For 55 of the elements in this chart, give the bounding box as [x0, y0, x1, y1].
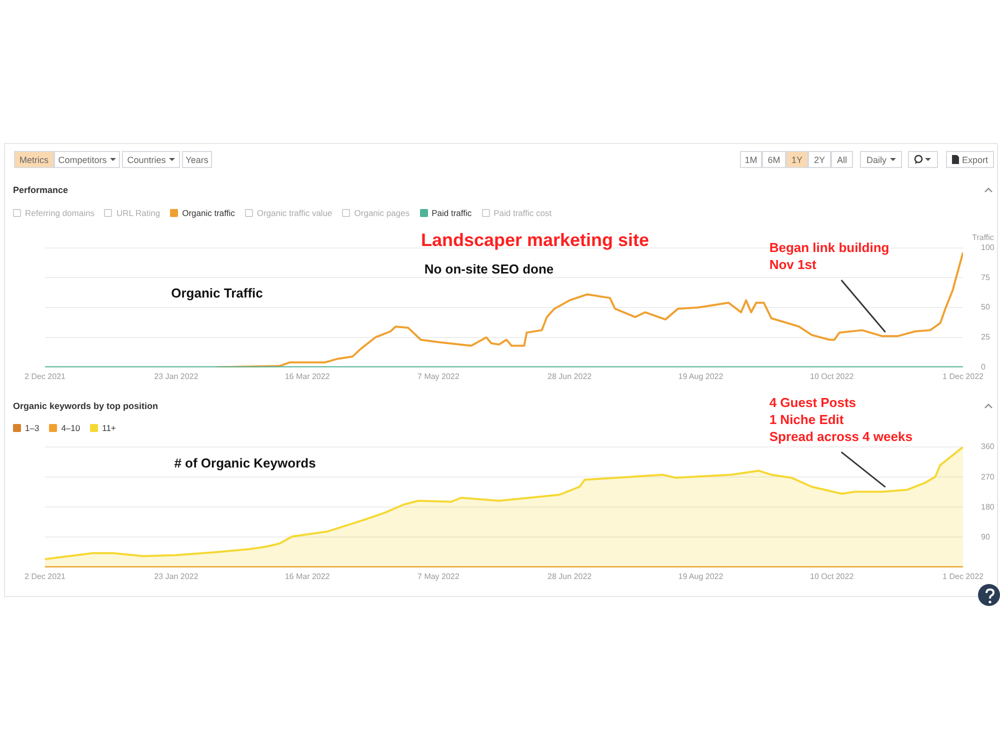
y-tick-label: 180: [981, 502, 995, 512]
legend-label: Organic traffic: [182, 208, 235, 218]
annotation: No on-site SEO done: [424, 262, 554, 277]
chart-title: Organic keywords by top position: [13, 401, 158, 411]
x-tick-label: 2 Dec 2021: [24, 372, 66, 382]
legend-label: Paid traffic cost: [494, 208, 552, 218]
text: 1M: [744, 154, 758, 164]
x-tick-label: 1 Dec 2022: [942, 572, 984, 582]
annotation: Began link building Nov 1st: [769, 240, 890, 272]
legend-label: 1–3: [25, 423, 40, 433]
text: Competitors: [58, 154, 107, 164]
annotation: Landscaper marketing site: [420, 230, 650, 250]
chart-title: Performance: [13, 185, 68, 195]
text: All: [836, 154, 847, 164]
x-tick-label: 10 Oct 2022: [810, 572, 854, 582]
x-tick-label: 28 Jun 2022: [548, 372, 592, 382]
x-tick-label: 23 Jan 2022: [154, 572, 199, 582]
legend-label: Paid traffic: [432, 208, 472, 218]
text: 1Y: [791, 154, 802, 164]
y-tick-label: 75: [981, 272, 990, 282]
y-tick-label: 0: [981, 362, 986, 372]
legend-label: 4–10: [61, 423, 80, 433]
text: 6M: [768, 154, 780, 164]
x-tick-label: 16 Mar 2022: [284, 372, 330, 382]
y-tick-label: 50: [981, 302, 990, 312]
text: Metrics: [20, 154, 48, 164]
x-tick-label: 1 Dec 2022: [942, 372, 984, 382]
annotation: 4 Guest Posts 1 Niche Edit Spread across 4 weeks: [769, 395, 912, 444]
x-tick-label: 19 Aug 2022: [678, 372, 724, 382]
legend-label: Organic traffic value: [256, 208, 332, 218]
x-tick-label: 16 Mar 2022: [284, 572, 330, 582]
annotation: # of Organic Keywords: [174, 456, 316, 471]
x-tick-label: 28 Jun 2022: [548, 572, 592, 582]
x-tick-label: 7 May 2022: [418, 572, 460, 582]
text: Export: [962, 154, 988, 164]
text: 2Y: [814, 154, 825, 164]
text: Years: [186, 154, 208, 164]
text: Countries: [127, 154, 166, 164]
x-tick-label: 19 Aug 2022: [678, 572, 724, 582]
y-tick-label: 100: [981, 243, 995, 252]
x-tick-label: 10 Oct 2022: [810, 372, 854, 382]
text: Daily: [866, 154, 886, 164]
x-tick-label: 7 May 2022: [418, 372, 460, 382]
y-axis-title: Traffic: [972, 233, 994, 242]
y-tick-label: 25: [981, 332, 990, 342]
legend-label: Organic pages: [354, 208, 410, 218]
y-tick-label: 270: [981, 472, 995, 482]
x-tick-label: 23 Jan 2022: [154, 372, 199, 382]
legend-label: Referring domains: [25, 208, 94, 218]
annotation: Organic Traffic: [171, 286, 263, 301]
y-tick-label: 90: [981, 532, 990, 542]
legend-label: 11+: [102, 423, 116, 433]
x-tick-label: 2 Dec 2021: [24, 572, 66, 582]
y-tick-label: 360: [981, 442, 995, 452]
legend-label: URL Rating: [116, 208, 160, 218]
